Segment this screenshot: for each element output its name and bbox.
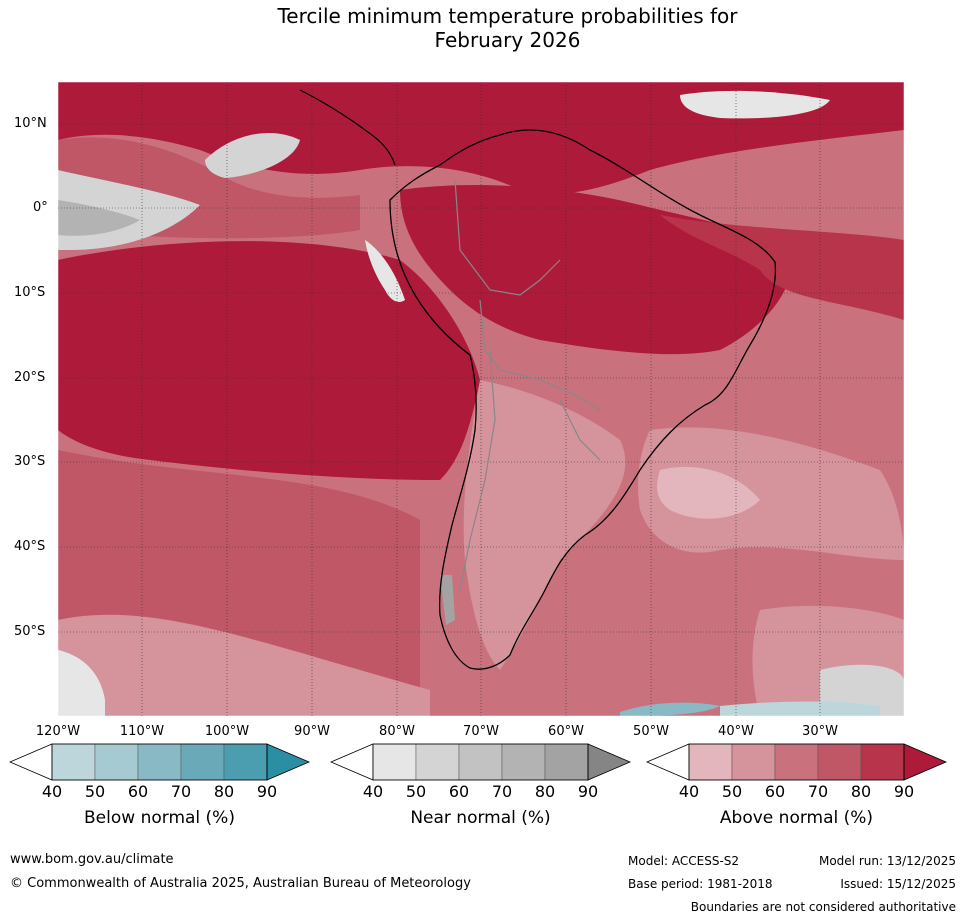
near-normal-colorbar-segment [415,743,460,781]
above-normal-colorbar-segment [731,743,776,781]
near-normal-colorbar-extend-high [587,743,632,781]
near-normal-colorbar-segment [501,743,546,781]
lon-grid [141,82,821,716]
south-america-coastline [389,129,777,670]
near-normal-region-caribbean [680,90,830,119]
lon-label-60w: 60°W [548,724,584,739]
near-normal-colorbar-title: Near normal (%) [410,808,551,828]
near-normal-colorbar-segment [544,743,589,781]
central-america-coastline [299,89,396,166]
lon-label-40w: 40°W [718,724,754,739]
near-normal-region-southwest [58,650,105,716]
lat-label-40s: 40°S [14,539,46,554]
footer-url[interactable]: www.bom.gov.au/climate [10,852,174,867]
below-normal-tick-label: 70 [170,782,192,801]
lon-label-70w: 70°W [463,724,499,739]
near-normal-tick-label: 80 [534,782,556,801]
below-normal-tick-label: 50 [84,782,106,801]
near-normal-tick-label: 40 [362,782,384,801]
near-normal-region-northwest [205,132,300,178]
above-normal-colorbar-segment [860,743,905,781]
above-normal-colorbar-title: Above normal (%) [719,808,874,828]
near-normal-colorbar-segment [458,743,503,781]
country-borders [454,179,601,591]
footer-disclaimer: Boundaries are not considered authoritat… [690,900,956,914]
above-normal-colorbar-segment [817,743,862,781]
footer-copyright: © Commonwealth of Australia 2025, Austra… [10,876,471,891]
lat-label-10n: 10°N [14,116,47,131]
below-normal-colorbar-outline [51,743,268,781]
below-normal-colorbar-segment [180,743,225,781]
map-frame [57,81,905,717]
above-normal-colorbar-segment [774,743,819,781]
lon-label-90w: 90°W [294,724,330,739]
lat-label-10s: 10°S [14,285,46,300]
below-normal-colorbar-segment [137,743,182,781]
near-normal-region-patagonia [440,575,455,625]
above-normal-tick-label: 50 [721,782,743,801]
lon-label-110w: 110°W [119,724,165,739]
near-normal-tick-label: 50 [405,782,427,801]
pacific-high-prob-region [58,241,480,480]
footer-base-period: Base period: 1981-2018 [628,877,773,891]
atlantic-50-region [657,466,760,519]
east-atlantic-high-region [660,215,904,320]
above-normal-colorbar-extend-low [645,743,690,781]
near-normal-colorbar-outline [372,743,589,781]
lat-label-30s: 30°S [14,454,46,469]
above-normal-tick-label: 60 [764,782,786,801]
footer-model-run: Model run: 13/12/2025 [818,854,956,868]
lat-label-0: 0° [33,200,48,215]
below-normal-region-light [720,701,880,716]
near-normal-tick-label: 70 [491,782,513,801]
below-normal-tick-label: 40 [41,782,63,801]
title-line-1: Tercile minimum temperature probabilitie… [277,4,738,28]
footer-issued: Issued: 15/12/2025 [840,877,956,891]
below-normal-region [620,702,720,716]
near-normal-region-chile [365,240,405,302]
above-normal-colorbar-extend-high [903,743,948,781]
near-normal-colorbar-segment [372,743,417,781]
above-normal-tick-label: 70 [807,782,829,801]
southern-cone-60-region [463,380,626,670]
atlantic-60-region [638,427,904,560]
near-normal-core-pacific [58,200,140,236]
below-normal-colorbar-title: Below normal (%) [84,808,235,828]
chart-title: Tercile minimum temperature probabilitie… [0,4,965,52]
above-normal-colorbar-segment [688,743,733,781]
below-normal-colorbar-segment [94,743,139,781]
above-normal-tick-label: 90 [893,782,915,801]
title-line-2: February 2026 [434,28,581,52]
ocean-region-60 [58,614,430,716]
above-normal-tick-label: 40 [678,782,700,801]
below-normal-colorbar-extend-low [8,743,53,781]
lon-label-120w: 120°W [35,724,81,739]
below-normal-colorbar-segment [51,743,96,781]
below-normal-colorbar-extend-high [266,743,311,781]
lat-label-50s: 50°S [14,624,46,639]
near-normal-tick-label: 60 [448,782,470,801]
lon-label-100w: 100°W [204,724,250,739]
lon-label-80w: 80°W [379,724,415,739]
below-normal-tick-label: 90 [256,782,278,801]
above-normal-colorbar-outline [688,743,905,781]
near-normal-colorbar-extend-low [329,743,374,781]
lat-label-20s: 20°S [14,370,46,385]
above-normal-tick-label: 80 [850,782,872,801]
footer-model: Model: ACCESS-S2 [628,854,740,868]
near-normal-tick-label: 90 [577,782,599,801]
lon-label-50w: 50°W [633,724,669,739]
colorbars [8,743,948,781]
lon-label-30w: 30°W [802,724,838,739]
below-normal-tick-label: 60 [127,782,149,801]
below-normal-tick-label: 80 [213,782,235,801]
below-normal-colorbar-segment [223,743,268,781]
